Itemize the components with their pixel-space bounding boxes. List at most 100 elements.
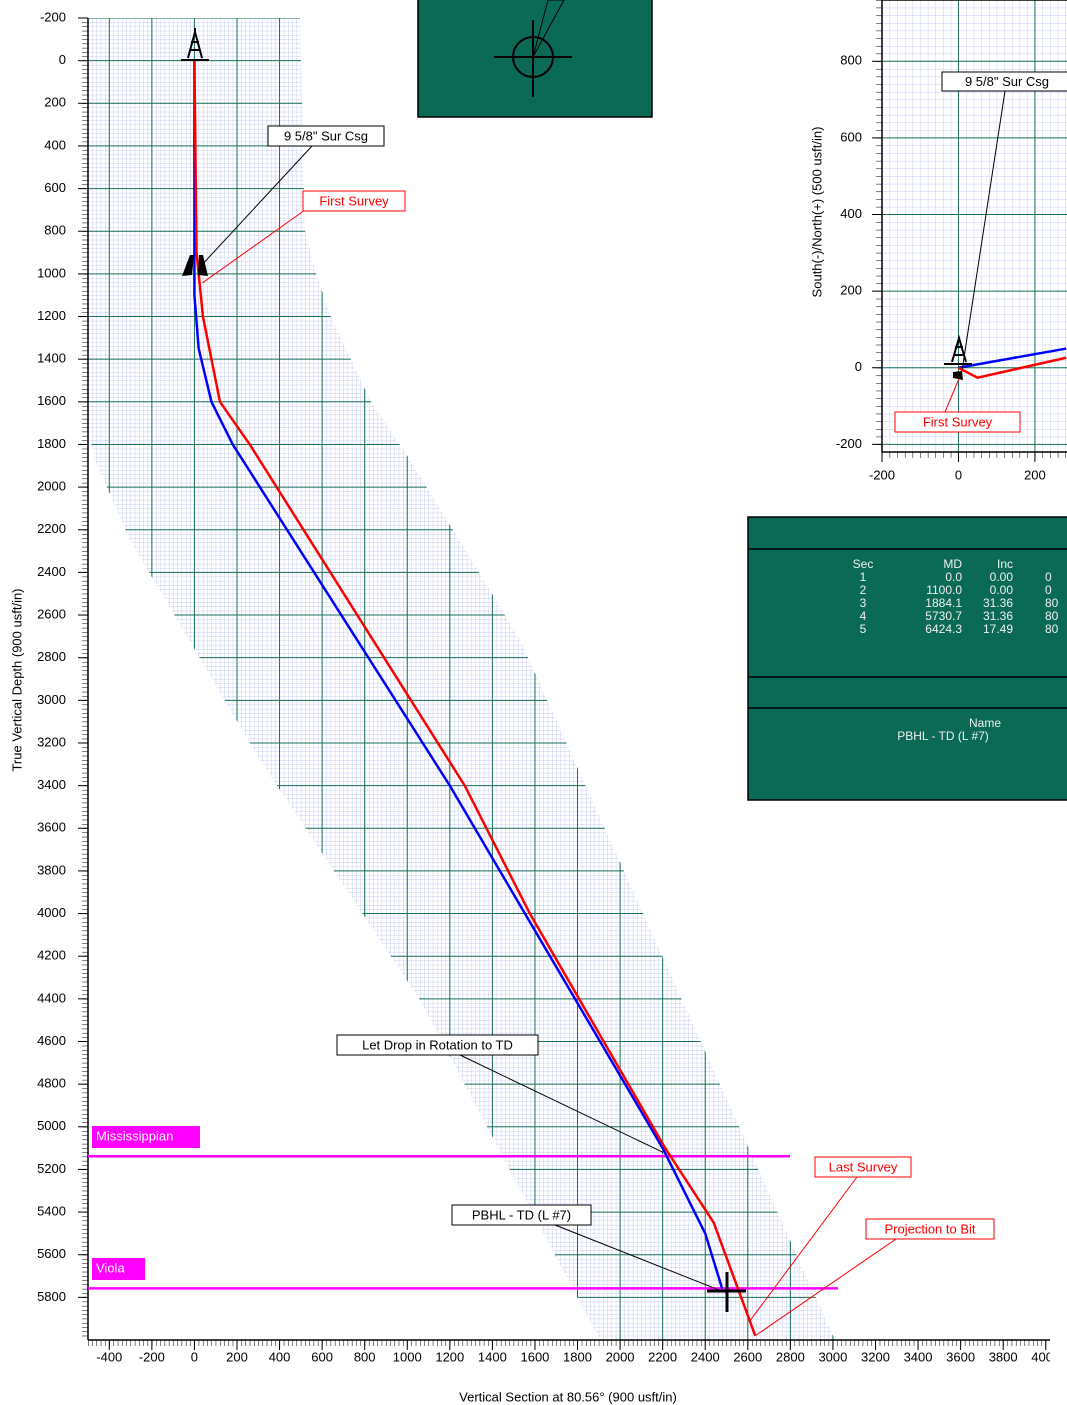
well-path	[958, 347, 1067, 369]
y-tick-label: 2600	[37, 606, 66, 621]
plot-frame	[881, 0, 1067, 453]
table-cell: 2	[860, 583, 867, 597]
plan-chart: -200 0 200 -200 0 200 400 600 800 South(-)/North(…	[809, 0, 1067, 482]
table-header: Sec	[853, 557, 874, 571]
y-tick-label: 4200	[37, 948, 66, 963]
y-tick-label: 2200	[37, 521, 66, 536]
x-axis-title: Vertical Section at 80.56° (900 usft/in)	[459, 1389, 677, 1404]
north-arrow	[417, 0, 653, 118]
annotation-leader	[961, 90, 1006, 369]
grid	[882, 0, 1067, 452]
y-tick-label: 600	[840, 129, 862, 144]
y-tick-label: 800	[840, 53, 862, 68]
y-tick-label: 1600	[37, 393, 66, 408]
y-tick-label: 0	[855, 359, 862, 374]
table-cell: 0	[1045, 583, 1052, 597]
annotation-box	[894, 411, 1021, 433]
annotation-label: PBHL - TD (L #7)	[472, 1207, 571, 1222]
minor-grid	[882, 0, 1067, 452]
y-tick-label: 4400	[37, 990, 66, 1005]
x-tick-label: 3800	[989, 1349, 1018, 1364]
table-cell: 0	[1045, 570, 1052, 584]
annotation-leader	[749, 1176, 858, 1322]
x-tick-label: 3600	[946, 1349, 975, 1364]
y-tick-label: 200	[840, 283, 862, 298]
x-tick-label: 200	[1024, 467, 1046, 482]
y-tick-label: 1000	[37, 265, 66, 280]
x-tick-label: -200	[139, 1349, 165, 1364]
x-tick-label: 1600	[520, 1349, 549, 1364]
y-tick-label: 5000	[37, 1118, 66, 1133]
casing-symbol	[182, 255, 963, 380]
y-axis-title: True Vertical Depth (900 usft/in)	[9, 588, 24, 771]
annotation-box	[451, 1204, 592, 1226]
annotation-label: Let Drop in Rotation to TD	[362, 1037, 513, 1052]
y-tick-label: 5400	[37, 1204, 66, 1219]
table-cell: 31.36	[983, 596, 1013, 610]
y-tick-label: 5600	[37, 1246, 66, 1261]
y-tick-label: 800	[44, 223, 66, 238]
annotation-label: First Survey	[923, 414, 993, 429]
x-tick-label: 1800	[563, 1349, 592, 1364]
table-cell: 1100.0	[926, 583, 962, 597]
y-tick-label: 2800	[37, 649, 66, 664]
x-tick-label: 1400	[478, 1349, 507, 1364]
table-cell: 4	[860, 609, 867, 623]
table-header: Name	[969, 716, 1001, 730]
x-tick-label: 800	[354, 1349, 376, 1364]
y-tick-label: 0	[59, 52, 66, 67]
well-path	[193, 60, 724, 1290]
x-tick-label: 2600	[733, 1349, 762, 1364]
y-tick-label: 3800	[37, 862, 66, 877]
x-tick-label: 3200	[861, 1349, 890, 1364]
y-tick-label: -200	[836, 436, 862, 451]
table-cell: 80	[1045, 596, 1059, 610]
y-tick-label: 4600	[37, 1033, 66, 1048]
y-tick-label: 5800	[37, 1289, 66, 1304]
formation-label: Viola	[96, 1260, 125, 1275]
y-tick-label: 1200	[37, 308, 66, 323]
x-ruler	[882, 452, 1067, 458]
formation-label-box	[92, 1258, 145, 1280]
y-tick-label: -200	[40, 9, 66, 24]
table-cell: 0.00	[990, 583, 1014, 597]
x-tick-label: 200	[226, 1349, 248, 1364]
table-cell: 0.0	[945, 570, 962, 584]
annotation-label: First Survey	[319, 193, 389, 208]
x-tick-label: 3400	[904, 1349, 933, 1364]
annotation-label: 9 5/8" Sur Csg	[965, 74, 1049, 89]
x-ruler	[88, 1340, 1050, 1346]
annotation-label: Last Survey	[829, 1159, 898, 1174]
y-tick-label: 3400	[37, 777, 66, 792]
x-tick-label: 0	[191, 1349, 198, 1364]
table-cell: 1884.1	[925, 596, 962, 610]
x-tick-label: 2800	[776, 1349, 805, 1364]
table-header: MD	[943, 557, 962, 571]
y-tick-label: 3000	[37, 692, 66, 707]
table-cell: 80	[1045, 622, 1059, 636]
table-cell: 0.00	[990, 570, 1014, 584]
x-tick-label: 2000	[606, 1349, 635, 1364]
y-tick-label: 1800	[37, 436, 66, 451]
formation-label: Mississippian	[96, 1128, 173, 1143]
table-cell: 3	[860, 596, 867, 610]
well-path	[193, 60, 757, 1337]
x-tick-label: -200	[869, 467, 895, 482]
y-tick-label: 5200	[37, 1161, 66, 1176]
annotation-leader	[459, 1054, 664, 1153]
table-cell: 6424.3	[925, 622, 962, 636]
x-tick-label: 1200	[435, 1349, 464, 1364]
annotation-box	[865, 1218, 995, 1240]
x-tick-label: 0	[955, 467, 962, 482]
y-tick-label: 2400	[37, 564, 66, 579]
x-tick-label: 2400	[691, 1349, 720, 1364]
table-cell: 1	[860, 570, 867, 584]
annotation-leader	[554, 1224, 726, 1293]
annotation-label: 9 5/8" Sur Csg	[284, 128, 368, 143]
annotation-box	[814, 1156, 912, 1178]
annotation-leader	[202, 209, 306, 284]
y-ruler	[876, 0, 882, 452]
well-path	[957, 356, 1067, 379]
